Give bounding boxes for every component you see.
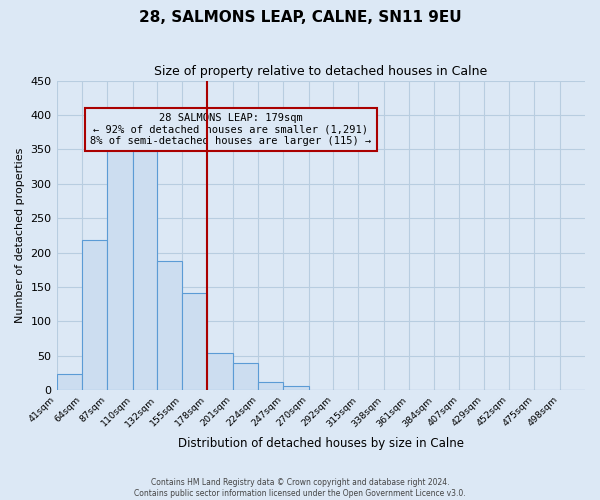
Y-axis label: Number of detached properties: Number of detached properties (15, 148, 25, 323)
Bar (283, 386, 308, 390)
Bar (157, 261, 182, 390)
Bar (107, 131, 133, 390)
Text: Contains HM Land Registry data © Crown copyright and database right 2024.
Contai: Contains HM Land Registry data © Crown c… (134, 478, 466, 498)
Bar (133, 150, 157, 390)
Bar (258, 382, 283, 390)
Bar (182, 292, 208, 390)
Bar (56, 374, 82, 390)
Text: 28 SALMONS LEAP: 179sqm
← 92% of detached houses are smaller (1,291)
8% of semi-: 28 SALMONS LEAP: 179sqm ← 92% of detache… (91, 113, 371, 146)
Title: Size of property relative to detached houses in Calne: Size of property relative to detached ho… (154, 65, 487, 78)
Text: 28, SALMONS LEAP, CALNE, SN11 9EU: 28, SALMONS LEAP, CALNE, SN11 9EU (139, 10, 461, 25)
Bar (82, 240, 107, 390)
X-axis label: Distribution of detached houses by size in Calne: Distribution of detached houses by size … (178, 437, 464, 450)
Bar (208, 353, 233, 390)
Bar (233, 362, 258, 390)
